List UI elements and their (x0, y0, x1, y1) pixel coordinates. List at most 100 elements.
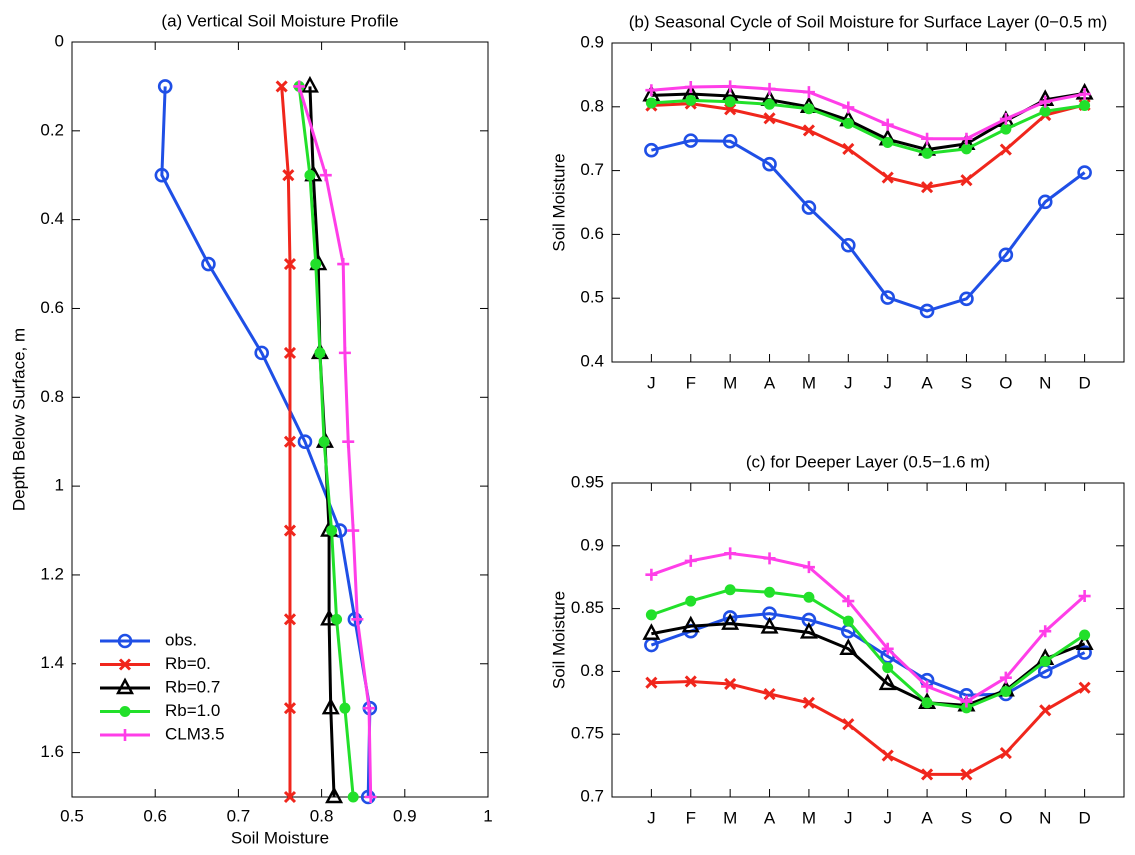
y-tick-label: 0.9 (580, 535, 604, 554)
x-tick-label: 0.9 (393, 806, 417, 825)
x-tick-label: J (883, 373, 892, 392)
legend-label: Rb=1.0 (165, 701, 220, 720)
marker-circle (201, 256, 216, 272)
x-axis-label: Soil Moisture (231, 828, 329, 847)
marker-circle (254, 345, 269, 361)
marker-plus (1039, 625, 1052, 638)
marker-dot (1039, 655, 1051, 667)
y-tick-label: 0.6 (40, 298, 64, 317)
marker-plus (842, 595, 855, 608)
marker-dot (803, 103, 815, 115)
y-tick-label: 0.9 (580, 32, 604, 51)
marker-x (283, 702, 297, 715)
marker-circle (801, 200, 817, 215)
marker-plus (960, 132, 973, 145)
y-tick-label: 0.95 (571, 472, 604, 491)
marker-dot (882, 137, 894, 149)
x-tick-label: N (1039, 808, 1051, 827)
marker-circle (841, 237, 856, 253)
series-line (650, 551, 1086, 704)
marker-dot (842, 615, 854, 627)
marker-plus (763, 552, 776, 565)
marker-dot (1039, 105, 1051, 117)
legend-marker (119, 706, 131, 717)
legend-marker (118, 658, 132, 671)
marker-circle (157, 79, 173, 94)
marker-x (724, 677, 737, 691)
x-tick-label: F (686, 373, 696, 392)
marker-plus (342, 435, 355, 448)
marker-triangle (1075, 633, 1094, 650)
legend-marker (119, 729, 131, 741)
marker-dot (304, 169, 316, 181)
axes-box (71, 41, 489, 798)
marker-dot (314, 347, 326, 359)
marker-plus (842, 101, 855, 114)
y-tick-label: 0.5 (580, 288, 604, 307)
marker-dot (326, 525, 338, 537)
y-tick-label: 0.7 (580, 160, 604, 179)
marker-circle (297, 434, 313, 450)
x-tick-label: S (961, 808, 972, 827)
marker-dot (764, 586, 776, 598)
marker-plus (364, 791, 377, 803)
marker-plus (338, 346, 351, 359)
marker-plus (921, 680, 934, 693)
axes-box (611, 482, 1125, 798)
marker-plus (881, 118, 894, 131)
marker-dot (803, 591, 815, 603)
marker-triangle (321, 697, 340, 715)
marker-x (763, 112, 776, 125)
marker-plus (351, 613, 364, 626)
marker-triangle (642, 623, 661, 640)
x-tick-label: O (999, 373, 1012, 392)
marker-dot (882, 662, 894, 674)
series-line (650, 588, 1086, 710)
x-tick-label: 0.8 (310, 806, 334, 825)
marker-dot (1079, 629, 1091, 641)
marker-dot (685, 595, 697, 607)
marker-x (283, 613, 297, 626)
x-tick-label: M (802, 373, 816, 392)
y-tick-label: 0.75 (571, 724, 604, 743)
y-tick-label: 1.4 (40, 653, 64, 672)
marker-x (684, 675, 697, 688)
marker-plus (763, 82, 776, 95)
marker-circle (880, 290, 895, 305)
marker-x (283, 346, 297, 359)
marker-x (842, 718, 855, 731)
marker-circle (644, 142, 659, 158)
marker-dot (318, 436, 330, 448)
marker-triangle (300, 75, 319, 93)
marker-x (960, 768, 973, 781)
y-axis-label: Soil Moisture (549, 591, 568, 689)
marker-plus (645, 84, 658, 97)
marker-circle (1077, 165, 1092, 180)
marker-circle (154, 167, 170, 183)
marker-circle (959, 291, 974, 307)
marker-dot (1000, 123, 1012, 135)
y-axis-label: Depth Below Surface, m (9, 328, 28, 511)
y-axis-label: Soil Moisture (549, 153, 568, 251)
x-tick-label: A (921, 373, 933, 392)
marker-triangle (681, 615, 700, 633)
x-tick-label: M (723, 808, 737, 827)
marker-x (283, 435, 297, 448)
marker-dot (1000, 685, 1012, 697)
x-tick-label: J (844, 373, 853, 392)
marker-triangle (325, 786, 344, 804)
marker-dot (921, 147, 933, 159)
y-tick-label: 1 (55, 476, 64, 495)
marker-x (802, 124, 815, 137)
marker-dot (842, 117, 854, 129)
marker-x (283, 524, 297, 537)
marker-x (645, 676, 658, 689)
marker-dot (339, 702, 351, 714)
legend-marker (117, 633, 133, 649)
marker-x (881, 171, 894, 184)
marker-plus (645, 568, 658, 581)
marker-dot (331, 613, 343, 625)
marker-plus (960, 695, 973, 708)
marker-x (763, 687, 776, 701)
